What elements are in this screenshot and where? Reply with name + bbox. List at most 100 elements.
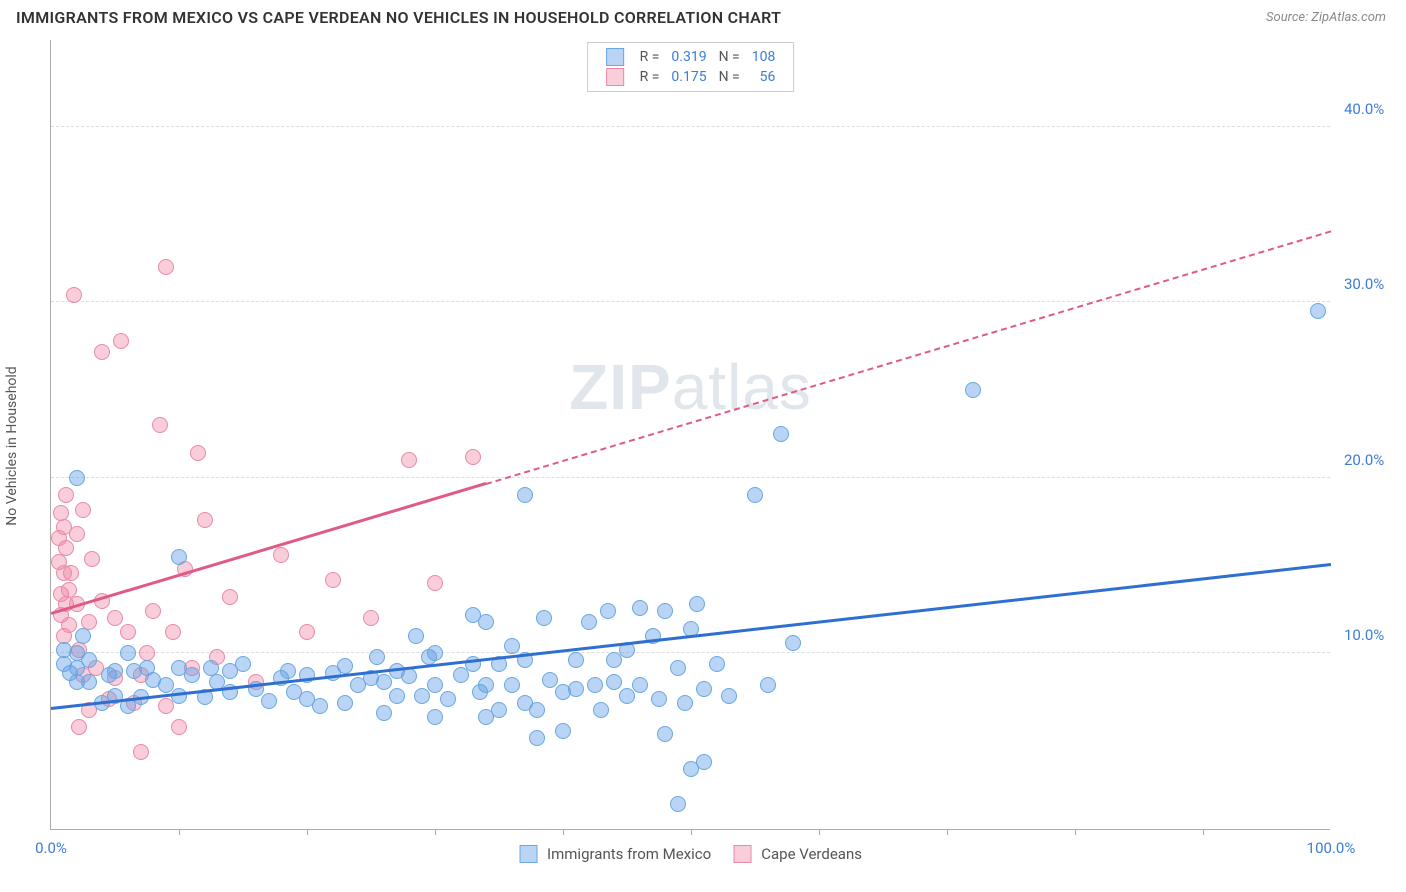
data-point-a: [785, 635, 801, 651]
data-point-b: [71, 719, 87, 735]
data-point-a: [478, 709, 494, 725]
legend-swatch: [519, 845, 537, 863]
data-point-b: [113, 333, 129, 349]
source-attribution: Source: ZipAtlas.com: [1266, 10, 1386, 25]
data-point-a: [709, 656, 725, 672]
data-point-a: [760, 677, 776, 693]
data-point-a: [75, 628, 91, 644]
data-point-a: [747, 487, 763, 503]
data-point-b: [63, 565, 79, 581]
legend-swatch-a: [606, 48, 624, 66]
data-point-a: [440, 691, 456, 707]
x-tick-label: 0.0%: [35, 839, 67, 857]
gridline: [51, 652, 1330, 653]
x-tick: [1075, 829, 1076, 835]
data-point-a: [542, 672, 558, 688]
data-point-a: [69, 470, 85, 486]
legend-item: Immigrants from Mexico: [519, 845, 711, 863]
data-point-a: [670, 796, 686, 812]
data-point-b: [171, 719, 187, 735]
data-point-b: [84, 551, 100, 567]
data-point-b: [165, 624, 181, 640]
data-point-a: [593, 702, 609, 718]
trend-line: [51, 482, 487, 615]
data-point-a: [222, 663, 238, 679]
data-point-a: [721, 688, 737, 704]
data-point-a: [536, 610, 552, 626]
data-point-b: [190, 445, 206, 461]
data-point-b: [69, 526, 85, 542]
data-point-b: [133, 744, 149, 760]
data-point-a: [696, 754, 712, 770]
x-tick: [563, 829, 564, 835]
y-axis-label: No Vehicles in Household: [4, 366, 20, 525]
data-point-b: [145, 603, 161, 619]
data-point-b: [61, 617, 77, 633]
data-point-b: [299, 624, 315, 640]
data-point-b: [107, 610, 123, 626]
data-point-a: [632, 677, 648, 693]
data-point-a: [478, 614, 494, 630]
x-tick: [307, 829, 308, 835]
legend-swatch: [733, 845, 751, 863]
data-point-a: [965, 382, 981, 398]
data-point-a: [529, 730, 545, 746]
y-tick-label: 40.0%: [1344, 100, 1384, 118]
x-tick: [947, 829, 948, 835]
data-point-a: [689, 596, 705, 612]
data-point-b: [158, 259, 174, 275]
x-tick: [179, 829, 180, 835]
data-point-a: [401, 668, 417, 684]
y-tick-label: 20.0%: [1344, 451, 1384, 469]
legend-swatch-b: [606, 68, 624, 86]
data-point-b: [58, 487, 74, 503]
legend-label: Immigrants from Mexico: [547, 845, 711, 863]
data-point-b: [325, 572, 341, 588]
data-point-a: [107, 663, 123, 679]
data-point-a: [337, 695, 353, 711]
legend-label: Cape Verdeans: [761, 845, 862, 863]
x-tick: [691, 829, 692, 835]
data-point-a: [657, 726, 673, 742]
data-point-b: [75, 502, 91, 518]
data-point-b: [222, 589, 238, 605]
data-point-a: [369, 649, 385, 665]
data-point-a: [312, 698, 328, 714]
chart-plot-area: ZIPatlas R = 0.319 N = 108 R = 0.175 N =…: [50, 40, 1330, 830]
data-point-b: [58, 540, 74, 556]
trend-line: [486, 230, 1331, 485]
data-point-a: [632, 600, 648, 616]
data-point-a: [376, 705, 392, 721]
legend-item: Cape Verdeans: [733, 845, 862, 863]
data-point-b: [465, 449, 481, 465]
data-point-b: [363, 610, 379, 626]
stats-legend: R = 0.319 N = 108 R = 0.175 N = 56: [587, 42, 795, 92]
x-tick: [435, 829, 436, 835]
data-point-a: [568, 652, 584, 668]
data-point-b: [120, 624, 136, 640]
data-point-a: [517, 487, 533, 503]
y-tick-label: 10.0%: [1344, 626, 1384, 644]
data-point-a: [427, 709, 443, 725]
data-point-a: [773, 426, 789, 442]
data-point-a: [600, 603, 616, 619]
data-point-a: [677, 695, 693, 711]
data-point-a: [606, 674, 622, 690]
data-point-a: [504, 677, 520, 693]
data-point-b: [94, 344, 110, 360]
data-point-a: [670, 660, 686, 676]
x-tick: [1203, 829, 1204, 835]
data-point-a: [81, 652, 97, 668]
data-point-a: [1310, 303, 1326, 319]
gridline: [51, 126, 1330, 127]
x-tick: [819, 829, 820, 835]
x-tick-label: 100.0%: [1307, 839, 1356, 857]
data-point-a: [184, 667, 200, 683]
gridline: [51, 301, 1330, 302]
data-point-b: [152, 417, 168, 433]
data-point-a: [408, 628, 424, 644]
data-point-a: [280, 663, 296, 679]
trend-line: [51, 563, 1331, 710]
data-point-a: [171, 549, 187, 565]
data-point-b: [401, 452, 417, 468]
